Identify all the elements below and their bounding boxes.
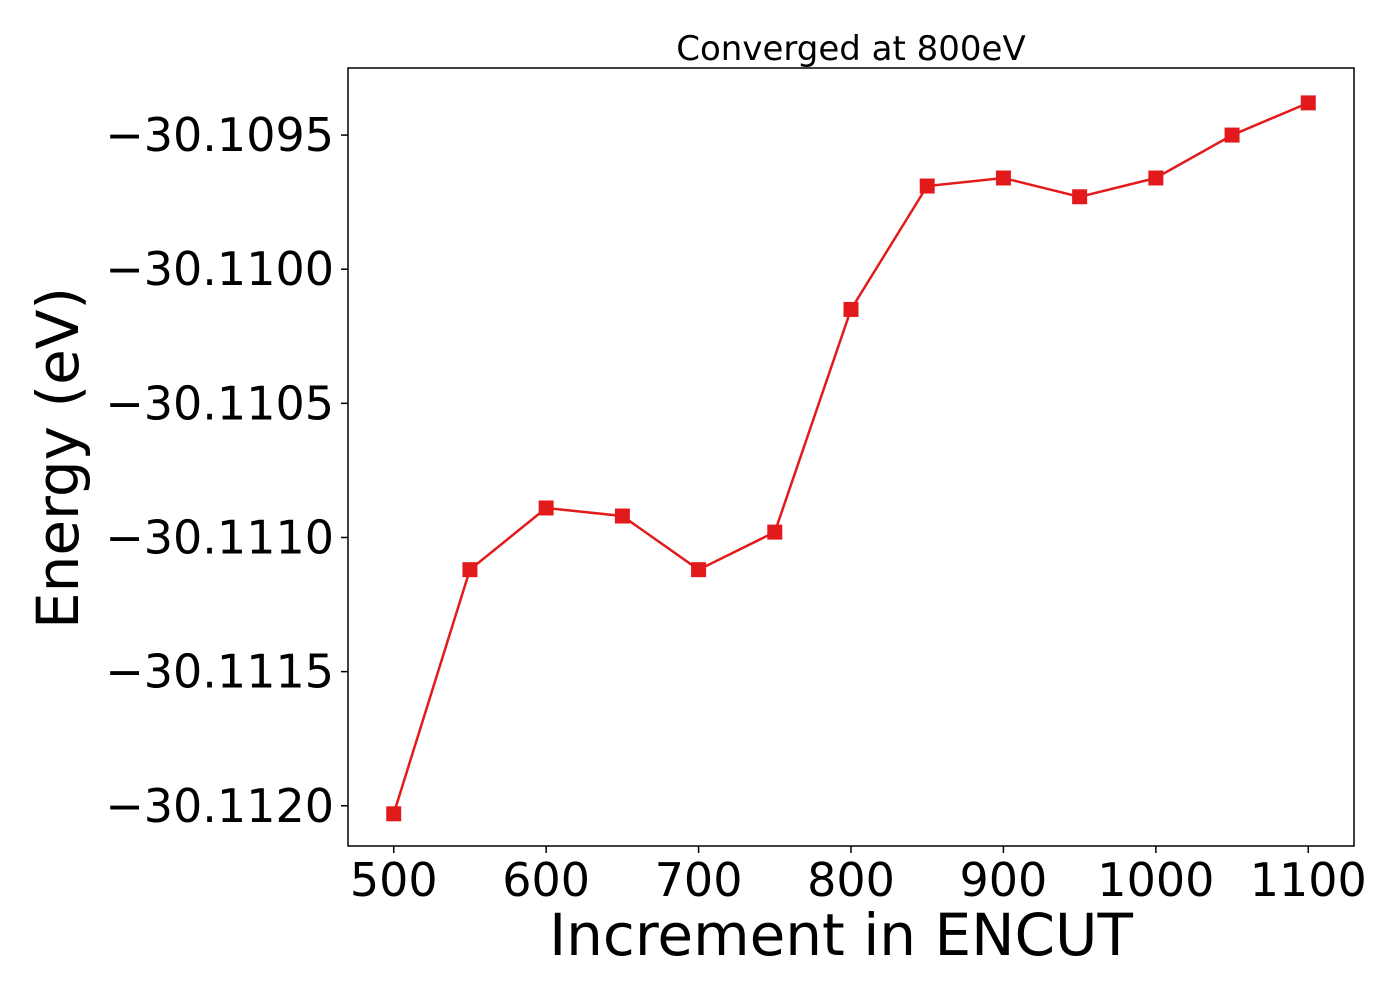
y-tick-label: −30.1100 (105, 242, 334, 296)
chart-title: Converged at 800eV (676, 29, 1025, 69)
data-point-marker (995, 170, 1011, 186)
data-point-marker (614, 508, 630, 524)
data-point-marker (1224, 127, 1240, 143)
data-point-marker (1148, 170, 1164, 186)
plot-area-frame (347, 67, 1355, 847)
x-tick-label: 900 (960, 853, 1048, 907)
y-tick-label: −30.1120 (105, 779, 334, 833)
data-point-marker (691, 562, 707, 578)
data-point-marker (386, 806, 402, 822)
data-point-marker (1072, 189, 1088, 205)
x-tick-label: 1100 (1250, 853, 1367, 907)
data-point-marker (462, 562, 478, 578)
x-tick-label: 600 (502, 853, 590, 907)
x-tick-label: 800 (807, 853, 895, 907)
y-tick-label: −30.1110 (105, 510, 334, 564)
data-point-marker (919, 178, 935, 194)
x-axis-ticks: 500 600 700 800 900 1000 1100 (350, 846, 1367, 907)
x-tick-label: 500 (350, 853, 438, 907)
data-point-marker (538, 500, 554, 516)
data-point-marker (767, 524, 783, 540)
y-tick-label: −30.1105 (105, 376, 334, 430)
y-tick-label: −30.1095 (105, 108, 334, 162)
series-line (392, 101, 1309, 815)
y-axis-ticks: −30.1095 −30.1100 −30.1105 −30.1110 −30.1115… (105, 108, 348, 833)
x-axis-label: Increment in ENCUT (549, 901, 1133, 969)
x-tick-label: 1000 (1097, 853, 1214, 907)
data-point-marker (1300, 95, 1316, 111)
x-tick-label: 700 (655, 853, 743, 907)
y-tick-label: −30.1115 (105, 645, 334, 699)
series-group (386, 95, 1316, 822)
data-point-marker (843, 301, 859, 317)
y-axis-label: Energy (eV) (24, 287, 92, 629)
